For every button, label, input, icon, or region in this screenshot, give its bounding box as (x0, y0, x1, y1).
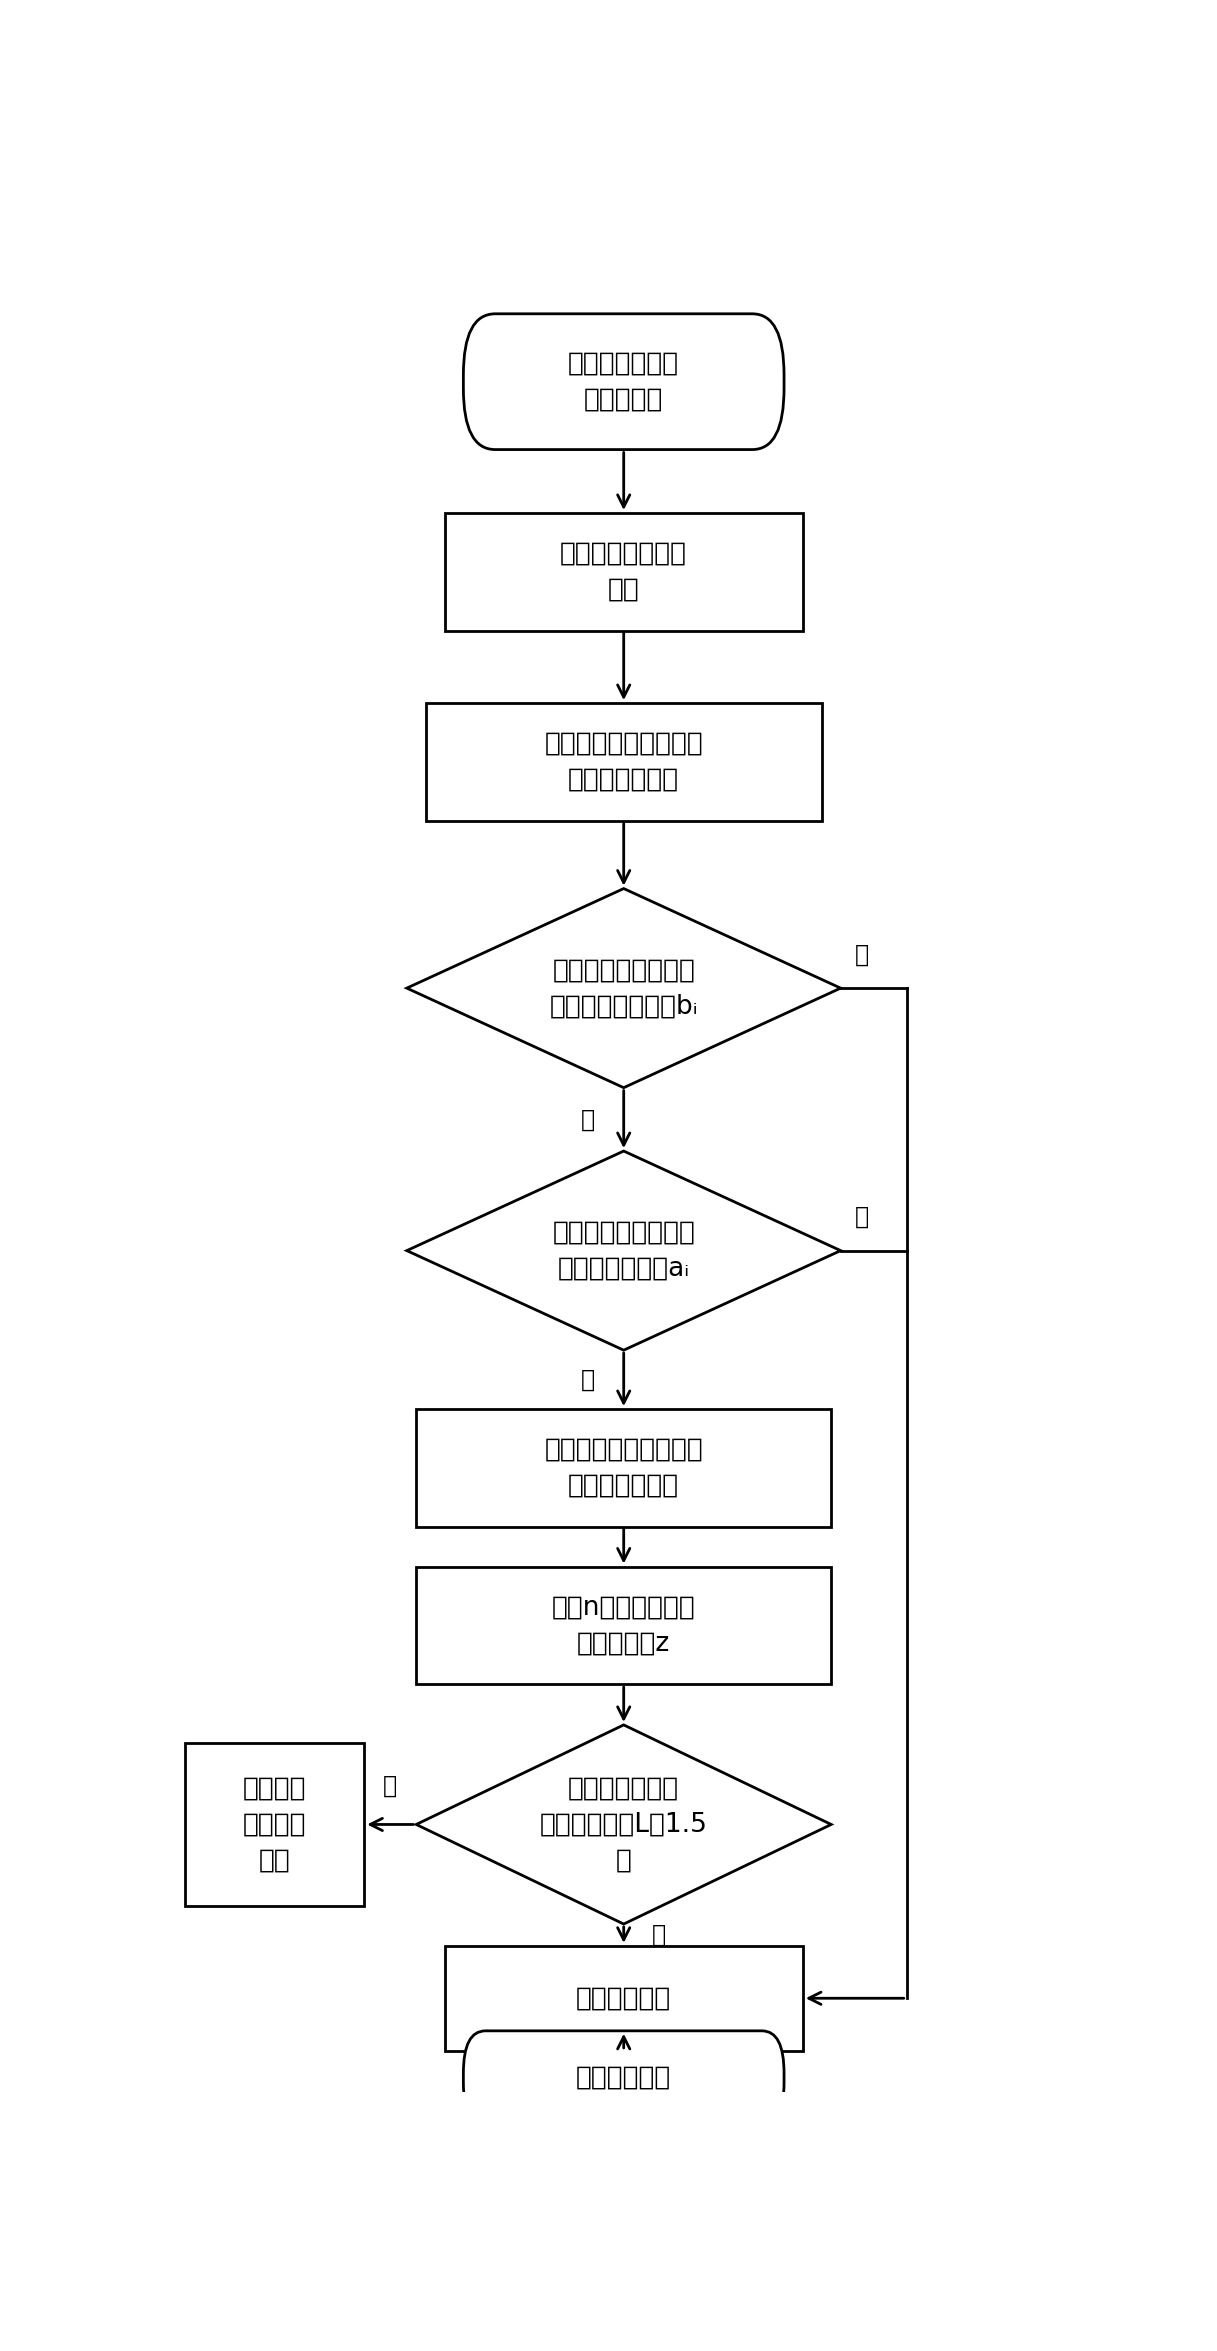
Text: 采集六氟化硫绝
缘气体测值: 采集六氟化硫绝 缘气体测值 (568, 350, 679, 414)
Text: 设置六氟化硫绝缘气体
测值的聚类中心: 设置六氟化硫绝缘气体 测值的聚类中心 (544, 731, 703, 792)
Text: 判断相似度是否
大于设定距离L的1.5
倍: 判断相似度是否 大于设定距离L的1.5 倍 (540, 1775, 707, 1874)
Polygon shape (406, 1152, 841, 1349)
Bar (444, 513, 803, 630)
Text: 提示预警成功: 提示预警成功 (576, 2064, 672, 2090)
Text: 判断测值是否小于等
于报警信号气压值bᵢ: 判断测值是否小于等 于报警信号气压值bᵢ (549, 957, 699, 1018)
Text: 发布预警信息: 发布预警信息 (576, 1984, 672, 2010)
Bar (185, 1742, 364, 1907)
Text: 判断测值是否小于等
于闭锁气压阈值aᵢ: 判断测值是否小于等 于闭锁气压阈值aᵢ (553, 1220, 695, 1281)
FancyBboxPatch shape (464, 313, 784, 449)
Text: 是: 是 (854, 943, 869, 966)
FancyBboxPatch shape (464, 2031, 784, 2125)
Text: 判断对应
测值为正
常值: 判断对应 测值为正 常值 (243, 1775, 307, 1874)
Text: 否: 否 (383, 1773, 397, 1796)
Bar (416, 1566, 831, 1683)
Bar (444, 1947, 803, 2050)
Polygon shape (416, 1726, 831, 1923)
Text: 否: 否 (582, 1107, 595, 1131)
Polygon shape (406, 889, 841, 1089)
Bar (426, 703, 821, 820)
Text: 计算测值与对应开关聚
类中心的相似度: 计算测值与对应开关聚 类中心的相似度 (544, 1436, 703, 1500)
Text: 是: 是 (652, 1923, 666, 1947)
Text: 是: 是 (854, 1206, 869, 1230)
Bar (416, 1408, 831, 1526)
Text: 否: 否 (582, 1368, 595, 1392)
Text: 求解n个测值中最近
距离的聚类z: 求解n个测值中最近 距离的聚类z (551, 1594, 696, 1657)
Text: 输入应用服务器并
存储: 输入应用服务器并 存储 (560, 541, 688, 602)
